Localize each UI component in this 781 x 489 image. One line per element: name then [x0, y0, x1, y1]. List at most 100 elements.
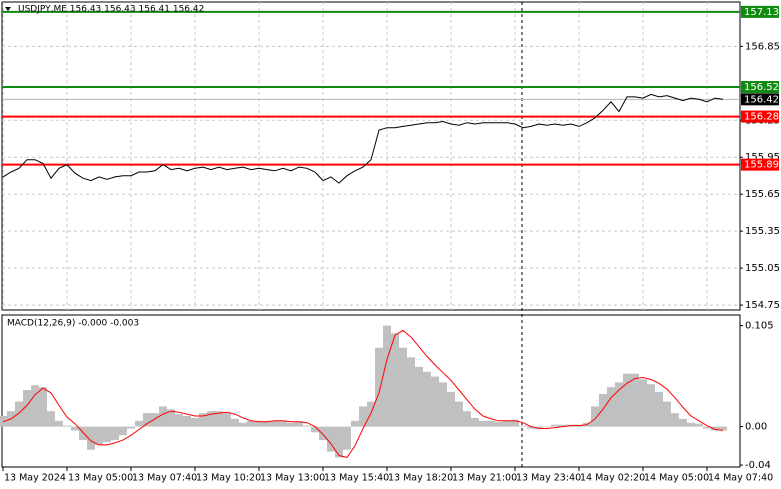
- histogram-bar: [55, 420, 63, 427]
- x-tick-label: 13 May 23:40: [516, 473, 581, 484]
- histogram-bar: [679, 418, 687, 427]
- title-arrow: [5, 7, 11, 11]
- histogram-bar: [503, 420, 511, 427]
- last-price-box: [741, 93, 779, 106]
- histogram-bar: [167, 409, 175, 427]
- histogram-bar: [255, 420, 263, 427]
- histogram-bar: [231, 418, 239, 427]
- x-tick-label: 13 May 18:20: [388, 473, 453, 484]
- histogram-bar: [23, 390, 31, 427]
- price-panel: [1, 1, 741, 311]
- histogram-bar: [647, 384, 655, 427]
- histogram-bar: [79, 426, 87, 441]
- signal-line: [2, 329, 724, 458]
- histogram-bar: [527, 426, 535, 429]
- chart-title: USDJPY,ME 156.43 156.43 156.41 156.42: [18, 5, 204, 15]
- histogram-bar: [71, 426, 79, 431]
- histogram-bar: [399, 347, 407, 427]
- histogram-bar: [383, 325, 391, 427]
- histogram-bar: [487, 420, 495, 427]
- x-tick-label: 14 May 07:40: [708, 473, 773, 484]
- x-tick-label: 13 May 07:40: [132, 473, 197, 484]
- histogram-bar: [447, 391, 455, 427]
- histogram-bar: [423, 371, 431, 427]
- histogram-bar: [343, 426, 351, 450]
- histogram-bar: [551, 424, 559, 427]
- histogram-bar: [31, 385, 39, 427]
- histogram-bar: [455, 401, 463, 427]
- level-label-box: [741, 5, 779, 18]
- histogram-bar: [615, 382, 623, 427]
- histogram-bar: [375, 347, 383, 427]
- histogram-bar: [591, 406, 599, 427]
- price-line: [2, 93, 724, 184]
- level-label: 156.52: [744, 82, 779, 93]
- histogram-bar: [151, 413, 159, 427]
- histogram-bar: [87, 426, 95, 450]
- histogram-bar: [543, 426, 551, 428]
- histogram-bar: [263, 420, 271, 427]
- histogram-bar: [479, 420, 487, 427]
- histogram-bar: [655, 391, 663, 427]
- x-tick-label: 13 May 21:00: [452, 473, 517, 484]
- last-price-label: 156.42: [744, 94, 779, 105]
- histogram-bar: [407, 357, 415, 427]
- histogram-bar: [239, 422, 247, 427]
- y-tick-label: 0.00: [745, 422, 767, 433]
- x-tick-label: 13 May 10:20: [196, 473, 261, 484]
- histogram-bar: [295, 421, 303, 427]
- histogram-bar: [159, 406, 167, 427]
- histogram-bar: [671, 413, 679, 427]
- x-tick-label: 13 May 15:40: [324, 473, 389, 484]
- histogram-bar: [191, 417, 199, 427]
- histogram-bar: [623, 373, 631, 427]
- histogram-bar: [463, 411, 471, 427]
- histogram-bar: [415, 366, 423, 427]
- histogram-bar: [111, 426, 119, 441]
- histogram-bar: [207, 411, 215, 427]
- x-tick-label: 14 May 02:20: [580, 473, 645, 484]
- x-tick-label: 13 May 05:00: [68, 473, 133, 484]
- histogram-bar: [63, 425, 71, 427]
- histogram-bar: [215, 411, 223, 427]
- histogram-bar: [183, 416, 191, 427]
- histogram-bar: [287, 422, 295, 427]
- histogram-bar: [303, 425, 311, 427]
- y-tick-label: 155.65: [745, 189, 780, 200]
- x-tick-label: 13 May 13:00: [260, 473, 325, 484]
- y-tick-label: 156.85: [745, 41, 780, 52]
- histogram-bar: [103, 426, 111, 442]
- y-tick-label: 155.95: [745, 152, 780, 163]
- histogram-bar: [247, 420, 255, 427]
- x-tick-label: 13 May 2024: [4, 473, 66, 484]
- histogram-bar: [471, 417, 479, 427]
- histogram-bar: [143, 413, 151, 427]
- histogram-bar: [279, 420, 287, 427]
- histogram-bar: [127, 426, 135, 429]
- histogram-bar: [95, 426, 103, 445]
- histogram-bar: [519, 425, 527, 427]
- histogram-bar: [327, 426, 335, 452]
- histogram-bar: [511, 419, 519, 427]
- histogram-bar: [135, 420, 143, 427]
- y-tick-label: 154.75: [745, 300, 780, 311]
- histogram-bar: [391, 333, 399, 427]
- histogram-bar: [439, 382, 447, 427]
- histogram-bar: [39, 387, 47, 427]
- level-label: 155.89: [744, 160, 779, 171]
- level-label-box: [741, 81, 779, 94]
- histogram-bar: [119, 426, 127, 436]
- histogram-bar: [271, 420, 279, 427]
- histogram-bar: [335, 426, 343, 458]
- histogram-bar: [695, 423, 703, 427]
- histogram-bar: [223, 413, 231, 427]
- y-tick-label: 0.105: [745, 321, 774, 332]
- histogram-bar: [351, 420, 359, 427]
- histogram-bar: [431, 376, 439, 427]
- histogram-bar: [495, 421, 503, 427]
- histogram-bar: [687, 422, 695, 427]
- histogram-bar: [663, 401, 671, 427]
- histogram-bar: [15, 401, 23, 427]
- level-label: 156.28: [744, 112, 779, 123]
- level-label-box: [741, 158, 779, 171]
